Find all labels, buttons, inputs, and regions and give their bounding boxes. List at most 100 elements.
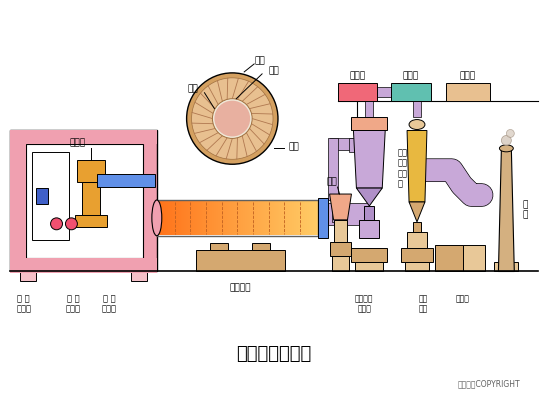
Bar [263, 201, 264, 235]
Bar [77, 160, 105, 182]
Bar [181, 201, 182, 235]
Bar [10, 131, 157, 144]
Bar [277, 201, 278, 235]
Bar [304, 201, 305, 235]
Bar [328, 139, 338, 200]
Bar [237, 201, 238, 235]
Text: 烟
囱: 烟 囱 [522, 200, 528, 220]
Circle shape [187, 73, 278, 164]
Bar [206, 201, 207, 235]
Bar [435, 245, 463, 271]
Bar [282, 201, 283, 235]
Bar [302, 201, 303, 235]
Bar [250, 201, 251, 235]
Bar [185, 201, 186, 235]
Bar [272, 201, 273, 235]
Circle shape [192, 78, 273, 159]
Bar [273, 201, 274, 235]
Text: 泥饼: 泥饼 [326, 178, 337, 187]
Bar [168, 201, 169, 235]
Bar [295, 201, 296, 235]
Bar [268, 201, 269, 235]
Bar [201, 201, 202, 235]
Text: 沉淀池: 沉淀池 [460, 71, 476, 80]
Bar [258, 201, 259, 235]
Bar [174, 201, 175, 235]
Bar [97, 174, 155, 187]
Bar [332, 256, 350, 271]
Polygon shape [409, 202, 425, 222]
Bar [242, 201, 243, 235]
Bar [255, 201, 256, 235]
Bar [160, 201, 161, 235]
Polygon shape [407, 131, 427, 202]
Bar [285, 201, 286, 235]
Bar [290, 201, 291, 235]
Bar [230, 201, 231, 235]
Circle shape [50, 218, 62, 230]
Bar [167, 201, 168, 235]
Bar [210, 243, 229, 250]
Bar [10, 131, 26, 271]
Bar [307, 201, 308, 235]
Bar [293, 201, 294, 235]
Bar [240, 201, 241, 235]
Bar [283, 201, 284, 235]
Text: 炉膛: 炉膛 [269, 66, 279, 75]
Bar [227, 201, 229, 235]
Text: 二 次
鼓风机: 二 次 鼓风机 [66, 295, 81, 314]
Bar [413, 222, 421, 232]
Bar [162, 201, 163, 235]
Bar [413, 87, 421, 117]
Bar [300, 201, 301, 235]
Bar [229, 201, 230, 235]
Bar [359, 220, 379, 238]
Bar [267, 201, 268, 235]
Text: 东方仿真COPYRIGHT: 东方仿真COPYRIGHT [457, 379, 520, 388]
Bar [253, 201, 254, 235]
Bar [215, 201, 216, 235]
Bar [196, 250, 285, 271]
Bar [366, 87, 373, 117]
Ellipse shape [152, 200, 162, 236]
Bar [334, 220, 347, 242]
Polygon shape [499, 148, 515, 271]
Bar [351, 248, 387, 261]
Bar [329, 139, 355, 150]
Bar [192, 201, 193, 235]
Bar [297, 201, 298, 235]
Bar [288, 201, 289, 235]
Bar [210, 201, 212, 235]
Bar [239, 201, 240, 235]
Bar [182, 201, 184, 235]
Bar [252, 243, 270, 250]
Bar [131, 271, 147, 281]
Bar [310, 201, 311, 235]
Bar [312, 201, 313, 235]
Circle shape [214, 101, 250, 137]
Bar [171, 201, 172, 235]
Bar [179, 201, 180, 235]
Bar [10, 258, 157, 271]
Bar [178, 201, 179, 235]
Bar [299, 201, 300, 235]
Bar [193, 201, 195, 235]
Bar [328, 203, 369, 225]
Bar [20, 271, 36, 281]
Bar [281, 201, 282, 235]
Bar [463, 245, 484, 271]
Bar [235, 201, 236, 235]
Circle shape [506, 129, 515, 137]
Bar [220, 201, 221, 235]
Text: 焚烧
灰仓: 焚烧 灰仓 [418, 295, 427, 314]
Bar [216, 201, 218, 235]
Text: 浓缩池: 浓缩池 [403, 71, 419, 80]
Bar [280, 201, 281, 235]
Bar [209, 201, 210, 235]
Bar [271, 201, 272, 235]
Bar [257, 201, 258, 235]
Bar [351, 117, 387, 131]
Bar [315, 201, 316, 235]
Bar [191, 201, 192, 235]
Bar [180, 201, 181, 235]
